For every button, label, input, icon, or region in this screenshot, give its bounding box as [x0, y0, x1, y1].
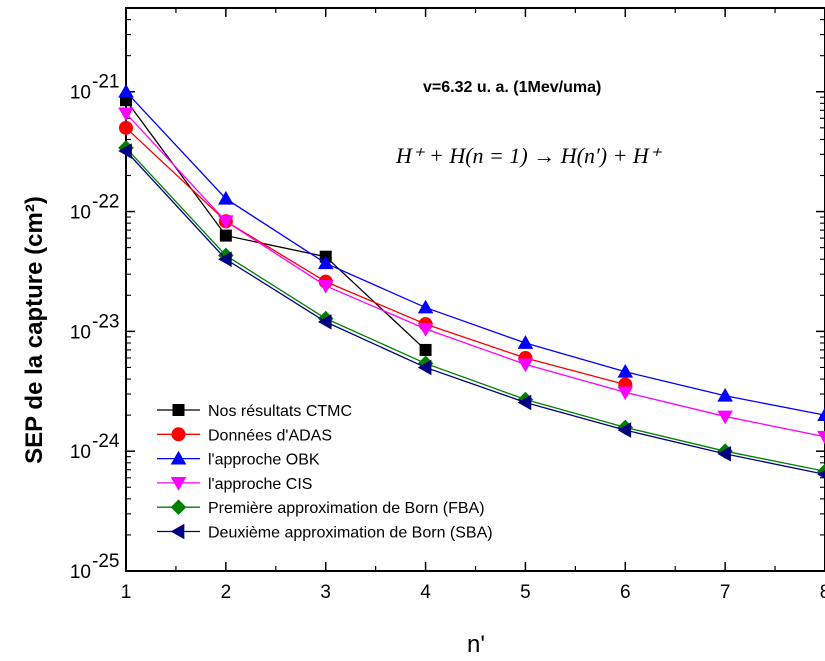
y-tick-label: 10 — [70, 83, 91, 104]
legend-marker — [170, 477, 187, 491]
data-point — [417, 322, 434, 337]
series-1 — [120, 94, 432, 356]
velocity-annotation: v=6.32 u. a. (1Mev/uma) — [423, 79, 601, 96]
data-point — [817, 469, 825, 479]
x-tick-label: 1 — [121, 582, 132, 603]
y-axis-title: SEP de la capture (cm²) — [21, 196, 48, 464]
x-tick-label: 4 — [420, 582, 431, 603]
y-tick-label: 10 — [70, 442, 91, 463]
y-tick-label: 10 — [70, 203, 91, 224]
x-tick-label: 8 — [820, 582, 825, 603]
legend-label: l'approche OBK — [208, 452, 320, 469]
data-point — [218, 215, 234, 230]
data-point — [317, 255, 334, 270]
data-point — [717, 410, 733, 425]
data-point — [218, 190, 234, 205]
data-point — [317, 314, 332, 330]
y-tick-label: 10 — [70, 562, 91, 583]
data-point — [817, 407, 825, 421]
legend-marker — [171, 427, 186, 442]
y-tick-exponent: -21 — [92, 72, 119, 93]
legend-marker — [170, 499, 187, 515]
data-point — [617, 386, 634, 401]
x-axis-title: n' — [467, 631, 485, 658]
legend-label: Première approximation de Born (FBA) — [208, 500, 485, 517]
y-tick-exponent: -22 — [92, 192, 119, 213]
data-point — [419, 343, 432, 356]
x-tick-label: 2 — [221, 582, 232, 603]
series-6 — [118, 143, 825, 479]
x-tick-label: 3 — [320, 582, 331, 603]
legend-marker — [170, 523, 185, 540]
data-point — [517, 358, 534, 373]
series-line — [125, 150, 825, 476]
y-tick-exponent: -23 — [92, 311, 119, 332]
data-point — [417, 299, 434, 314]
data-point — [317, 279, 334, 294]
legend-label: l'approche CIS — [208, 476, 312, 493]
data-point — [517, 394, 532, 411]
legend-label: Données d'ADAS — [208, 427, 332, 444]
data-point — [717, 446, 731, 462]
y-tick-exponent: -24 — [92, 431, 120, 452]
legend-marker — [172, 404, 185, 416]
series-line — [125, 112, 825, 438]
x-tick-label: 5 — [520, 582, 531, 603]
legend-label: Nos résultats CTMC — [208, 403, 352, 420]
data-point — [817, 430, 825, 445]
series-line — [125, 147, 825, 472]
y-tick-label: 10 — [70, 322, 91, 343]
series-line — [125, 91, 825, 416]
series-3 — [118, 83, 825, 421]
x-tick-label: 6 — [620, 582, 631, 603]
legend: Nos résultats CTMC Données d'ADAS l'approc… — [157, 403, 493, 542]
series-4 — [118, 107, 825, 445]
data-point — [717, 387, 733, 402]
data-point — [218, 251, 232, 268]
series-line — [125, 127, 626, 386]
data-point — [119, 120, 133, 135]
legend-label: Deuxième approximation de Born (SBA) — [208, 525, 493, 542]
data-point — [617, 422, 632, 438]
data-point — [517, 335, 534, 349]
y-tick-exponent: -25 — [92, 551, 119, 572]
x-tick-label: 7 — [720, 582, 731, 603]
series-line — [125, 99, 427, 351]
data-point — [219, 229, 232, 242]
data-point — [617, 363, 634, 378]
legend-marker — [170, 450, 187, 465]
data-point — [417, 359, 432, 376]
data-point — [118, 107, 134, 122]
series-layer — [118, 83, 825, 480]
data-point — [118, 83, 134, 98]
reaction-equation: H⁺ + H(n = 1) → H(n′) + H⁺ — [395, 143, 663, 168]
data-point — [118, 143, 132, 159]
